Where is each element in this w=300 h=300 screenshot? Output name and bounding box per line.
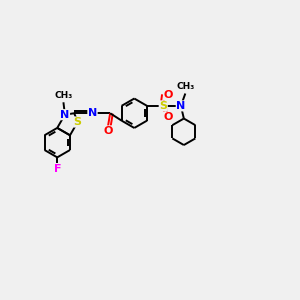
Text: N: N — [88, 108, 97, 118]
Text: CH₃: CH₃ — [54, 91, 73, 100]
Text: O: O — [164, 112, 173, 122]
Text: CH₃: CH₃ — [177, 82, 195, 91]
Text: O: O — [164, 90, 173, 100]
Text: S: S — [74, 117, 82, 127]
Text: S: S — [159, 101, 167, 111]
Text: N: N — [60, 110, 70, 120]
Text: F: F — [53, 164, 61, 173]
Text: O: O — [103, 126, 112, 136]
Text: N: N — [176, 101, 185, 111]
